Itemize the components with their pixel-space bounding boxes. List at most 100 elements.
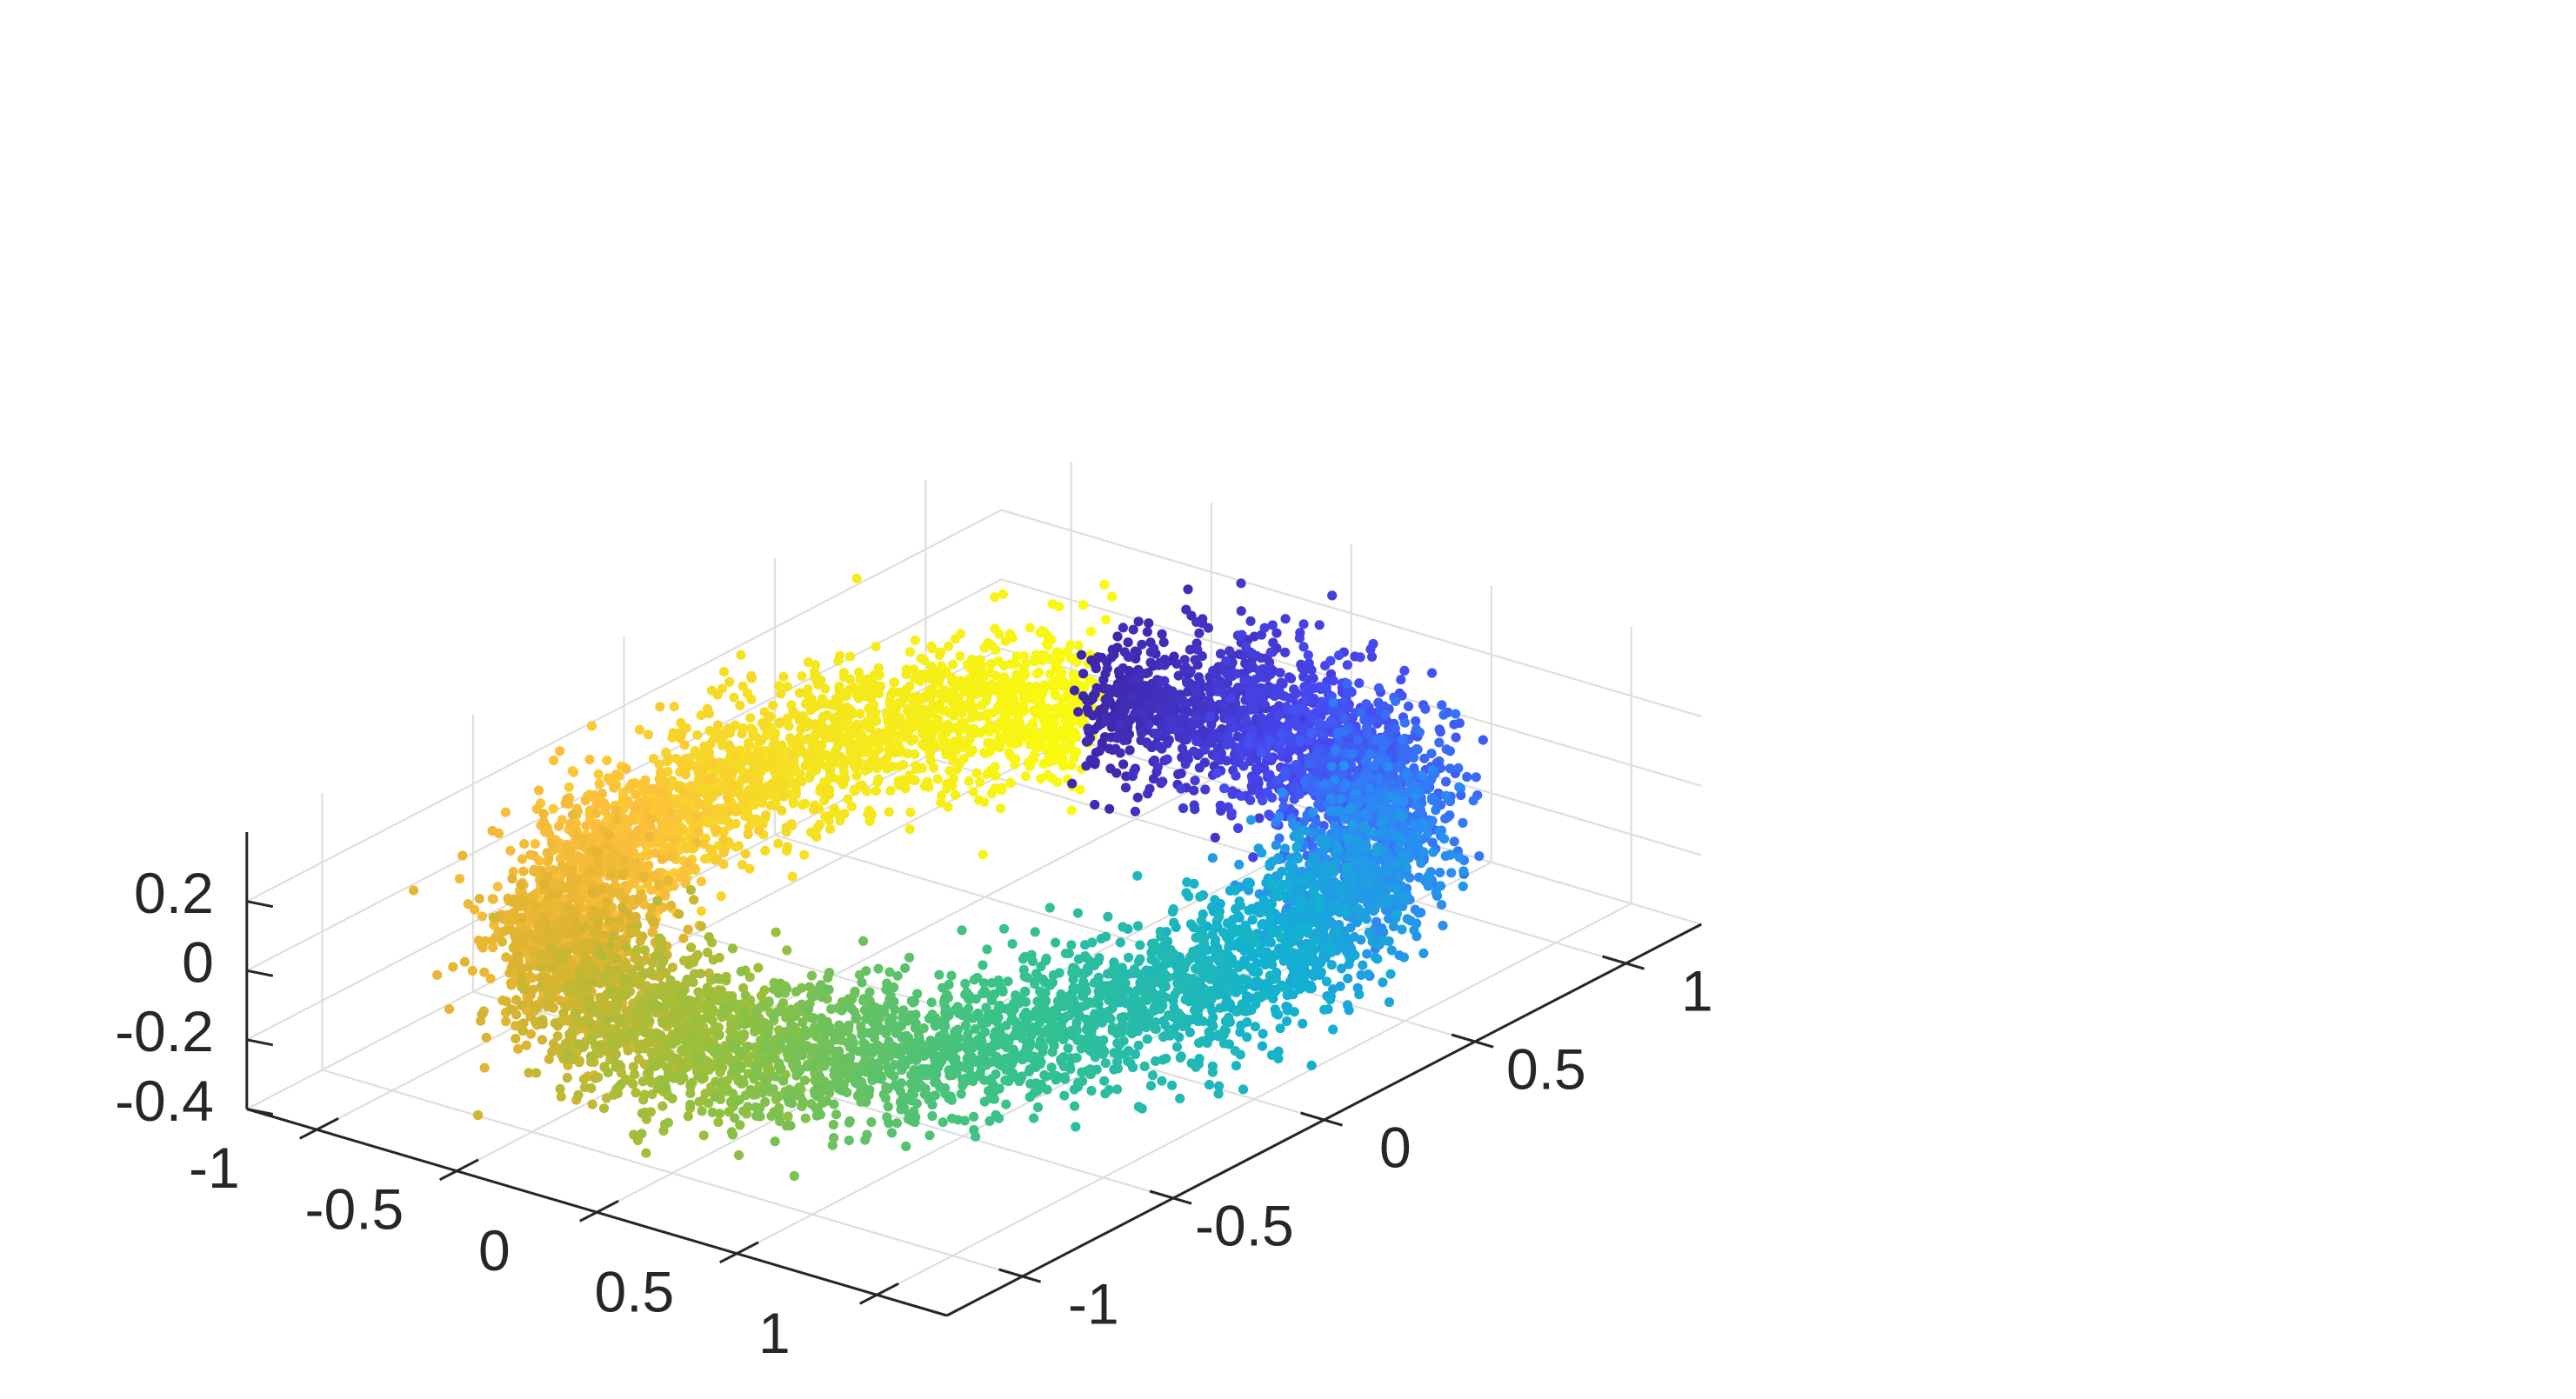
scatter-point: [654, 759, 664, 769]
scatter-point: [602, 841, 613, 851]
scatter-point: [521, 930, 531, 941]
scatter-point: [1000, 636, 1011, 647]
scatter-point: [696, 921, 707, 931]
scatter-point: [683, 858, 693, 869]
scatter-point: [1360, 810, 1371, 821]
scatter-point: [1039, 650, 1050, 661]
scatter-point: [1167, 686, 1178, 696]
scatter-point: [1241, 642, 1251, 652]
grid-lines: [246, 461, 1702, 1296]
scatter-point: [777, 805, 787, 816]
scatter-point: [1314, 717, 1325, 728]
scatter-point: [825, 824, 836, 835]
scatter-point: [991, 670, 1001, 681]
scatter-point: [1233, 823, 1244, 834]
scatter-point: [1265, 736, 1275, 746]
scatter-point: [865, 693, 877, 704]
scatter-point: [1162, 754, 1172, 764]
scatter-point: [1191, 616, 1202, 628]
scatter-point: [1411, 790, 1421, 801]
scatter-point: [444, 1004, 455, 1015]
scatter-point: [1441, 776, 1452, 787]
scatter-point: [521, 1040, 531, 1050]
scatter-point: [659, 889, 671, 900]
scatter-point: [800, 760, 811, 771]
scatter-point: [1124, 745, 1135, 756]
scatter-point: [611, 805, 621, 816]
scatter-point: [680, 769, 691, 780]
scatter-point: [718, 835, 729, 845]
scatter-point: [948, 755, 958, 765]
scatter-point: [677, 825, 687, 836]
scatter-point: [1118, 759, 1129, 769]
scatter-point: [871, 642, 881, 652]
scatter-point: [501, 1016, 511, 1027]
scatter-point: [656, 767, 666, 778]
scatter-point: [584, 867, 594, 877]
scatter-point: [1020, 770, 1031, 782]
scatter-point: [678, 933, 689, 943]
scatter-point: [939, 737, 950, 748]
scatter-point: [1453, 763, 1464, 774]
scatter-point: [567, 865, 577, 876]
scatter-point: [1211, 751, 1222, 763]
scatter-point: [964, 674, 974, 684]
scatter-point: [1143, 789, 1153, 799]
scatter-point: [902, 776, 912, 786]
scatter-point: [806, 749, 817, 759]
scatter-point: [918, 655, 930, 665]
scatter-point: [691, 837, 702, 848]
scatter-point: [1071, 747, 1082, 757]
scatter-point: [640, 775, 651, 785]
scatter-point: [1307, 807, 1318, 817]
scatter-point: [740, 849, 751, 859]
scatter-point: [1394, 871, 1405, 883]
scatter-point: [760, 845, 771, 856]
scatter-point: [609, 783, 619, 793]
scatter-point: [1426, 749, 1437, 759]
scatter-point: [817, 740, 827, 750]
scatter-point: [566, 889, 577, 899]
scatter-point: [853, 667, 864, 677]
scatter-point: [1204, 696, 1214, 707]
scatter-point: [1458, 817, 1468, 829]
scatter-point: [1396, 812, 1406, 823]
scatter-point: [1051, 690, 1061, 701]
scatter-point: [1325, 793, 1336, 803]
scatter-point: [1399, 717, 1410, 728]
scatter-point: [971, 768, 982, 778]
scatter-point: [1405, 872, 1415, 883]
scatter-point: [1449, 719, 1459, 729]
scatter-point: [1280, 647, 1291, 658]
scatter-point: [621, 763, 631, 774]
scatter-point: [925, 661, 936, 671]
scatter-point: [1112, 631, 1123, 642]
scatter-point: [1151, 729, 1161, 739]
scatter-point: [1278, 802, 1289, 812]
scatter-point: [409, 885, 419, 896]
scatter-point: [885, 786, 896, 796]
scatter-point: [871, 715, 882, 726]
scatter-point: [968, 787, 978, 797]
scatter-point: [1256, 747, 1266, 758]
scatter-point: [1361, 699, 1371, 709]
scatter-point: [725, 768, 736, 778]
scatter-point: [629, 878, 639, 889]
scatter-point: [818, 712, 828, 723]
scatter-point: [985, 765, 996, 776]
scatter-point: [1189, 785, 1199, 796]
scatter-point: [1411, 723, 1422, 735]
scatter-point: [1368, 762, 1378, 772]
scatter-point: [1411, 800, 1421, 810]
scatter-point: [1420, 703, 1431, 715]
scatter-point: [593, 856, 604, 868]
scatter-point: [858, 683, 869, 693]
scatter-point: [870, 729, 880, 740]
scatter-point: [871, 786, 882, 796]
scatter-point: [1299, 776, 1310, 787]
scatter-point: [530, 839, 541, 849]
scatter-point: [713, 787, 724, 797]
scatter-point: [910, 635, 920, 646]
scatter-point: [728, 780, 739, 790]
scatter-point: [1226, 808, 1237, 818]
